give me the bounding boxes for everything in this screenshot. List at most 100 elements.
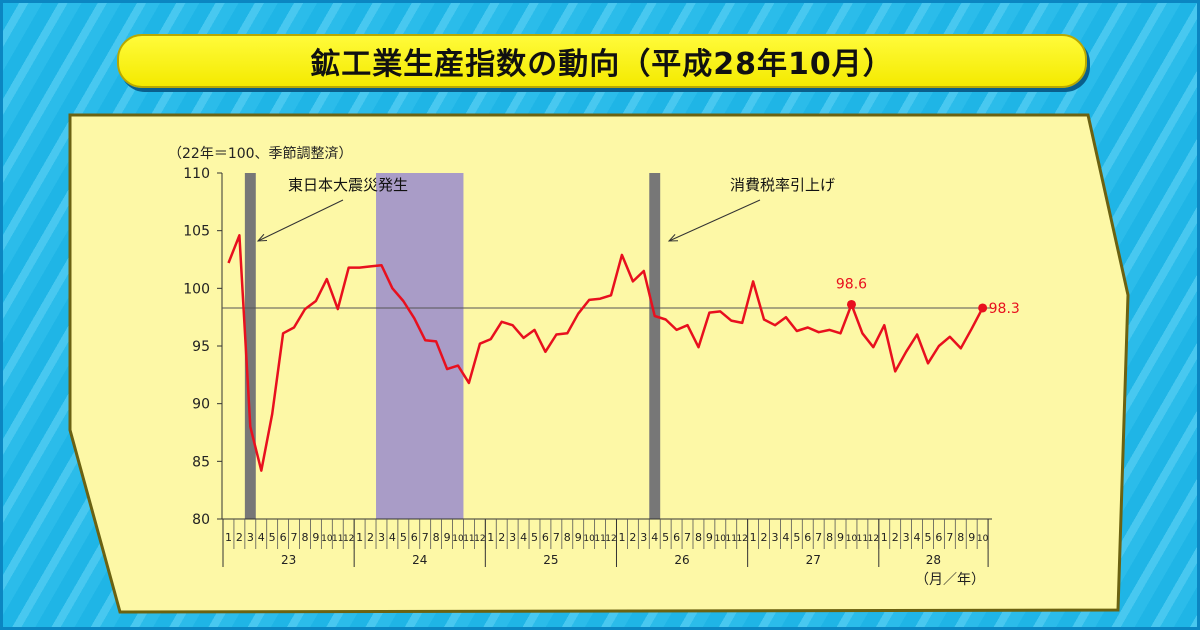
month-label: 5 bbox=[269, 531, 276, 544]
month-label: 10 bbox=[583, 534, 595, 544]
shaded-period-1 bbox=[376, 173, 464, 519]
month-label: 3 bbox=[903, 531, 910, 544]
month-label: 6 bbox=[673, 531, 680, 544]
month-label: 3 bbox=[509, 531, 516, 544]
month-label: 2 bbox=[761, 531, 768, 544]
month-label: 4 bbox=[651, 531, 658, 544]
month-label: 1 bbox=[225, 531, 232, 544]
month-label: 12 bbox=[868, 534, 879, 544]
y-tick-label-110: 110 bbox=[183, 166, 210, 182]
month-label: 11 bbox=[332, 534, 343, 544]
month-label: 2 bbox=[892, 531, 899, 544]
annotation-0: 東日本大震災発生 bbox=[288, 176, 408, 194]
month-label: 12 bbox=[343, 534, 354, 544]
month-label: 4 bbox=[914, 531, 921, 544]
month-label: 5 bbox=[662, 531, 669, 544]
month-label: 9 bbox=[444, 531, 451, 544]
month-label: 7 bbox=[946, 531, 953, 544]
chart-panel bbox=[68, 113, 1130, 614]
month-label: 5 bbox=[400, 531, 407, 544]
month-label: 3 bbox=[247, 531, 254, 544]
month-label: 5 bbox=[793, 531, 800, 544]
shaded-period-0 bbox=[244, 173, 256, 519]
month-label: 12 bbox=[474, 534, 485, 544]
month-label: 9 bbox=[706, 531, 713, 544]
annotation-arrow-0 bbox=[257, 199, 344, 242]
month-label: 5 bbox=[924, 531, 931, 544]
y-tick-label-105: 105 bbox=[183, 224, 210, 240]
year-label-23: 23 bbox=[281, 553, 296, 567]
month-label: 12 bbox=[736, 534, 747, 544]
month-label: 8 bbox=[433, 531, 440, 544]
month-label: 10 bbox=[846, 534, 858, 544]
y-tick-label-85: 85 bbox=[192, 454, 210, 470]
month-label: 1 bbox=[487, 531, 494, 544]
month-label: 4 bbox=[389, 531, 396, 544]
annotation-arrowhead-1 bbox=[667, 234, 679, 242]
month-label: 1 bbox=[618, 531, 625, 544]
month-label: 7 bbox=[684, 531, 691, 544]
month-label: 10 bbox=[977, 534, 989, 544]
title-banner: 鉱工業生産指数の動向（平成28年10月） bbox=[117, 34, 1087, 88]
month-label: 2 bbox=[367, 531, 374, 544]
callout-point-0 bbox=[846, 299, 856, 309]
y-tick-label-90: 90 bbox=[192, 397, 210, 413]
x-unit-label: （月／年） bbox=[915, 572, 985, 588]
month-label: 1 bbox=[750, 531, 757, 544]
month-label: 6 bbox=[280, 531, 287, 544]
month-label: 12 bbox=[605, 534, 616, 544]
month-label: 4 bbox=[258, 531, 265, 544]
month-label: 11 bbox=[726, 534, 737, 544]
month-label: 9 bbox=[575, 531, 582, 544]
annotation-1: 消費税率引上げ bbox=[730, 176, 835, 194]
month-label: 3 bbox=[640, 531, 647, 544]
y-axis-label: （22年＝100、季節調整済） bbox=[168, 145, 353, 162]
month-label: 4 bbox=[782, 531, 789, 544]
month-label: 7 bbox=[553, 531, 560, 544]
month-label: 9 bbox=[312, 531, 319, 544]
data-label-1: 98.3 bbox=[989, 301, 1020, 317]
year-label-27: 27 bbox=[806, 553, 821, 567]
series-line-0 bbox=[227, 234, 984, 472]
month-label: 8 bbox=[564, 531, 571, 544]
callout-point-1 bbox=[978, 303, 988, 313]
month-label: 7 bbox=[291, 531, 298, 544]
year-label-28: 28 bbox=[926, 553, 941, 567]
month-label: 8 bbox=[695, 531, 702, 544]
month-label: 4 bbox=[520, 531, 527, 544]
annotation-arrowhead-0 bbox=[256, 233, 268, 242]
shaded-period-2 bbox=[649, 173, 661, 519]
y-tick-label-95: 95 bbox=[192, 339, 210, 355]
month-label: 2 bbox=[498, 531, 505, 544]
month-label: 1 bbox=[881, 531, 888, 544]
month-label: 5 bbox=[531, 531, 538, 544]
y-tick-label-100: 100 bbox=[183, 281, 210, 297]
data-label-0: 98.6 bbox=[836, 276, 867, 292]
year-label-24: 24 bbox=[412, 553, 427, 567]
month-label: 6 bbox=[804, 531, 811, 544]
page-title: 鉱工業生産指数の動向（平成28年10月） bbox=[310, 47, 894, 82]
month-label: 8 bbox=[826, 531, 833, 544]
month-label: 9 bbox=[837, 531, 844, 544]
month-label: 10 bbox=[452, 534, 464, 544]
month-label: 8 bbox=[957, 531, 964, 544]
month-label: 7 bbox=[815, 531, 822, 544]
y-tick-label-80: 80 bbox=[192, 512, 210, 528]
month-label: 11 bbox=[463, 534, 474, 544]
month-label: 10 bbox=[321, 534, 333, 544]
annotation-arrow-1 bbox=[668, 199, 761, 242]
month-label: 11 bbox=[857, 534, 868, 544]
month-label: 1 bbox=[356, 531, 363, 544]
month-label: 6 bbox=[935, 531, 942, 544]
month-label: 9 bbox=[968, 531, 975, 544]
month-label: 8 bbox=[301, 531, 308, 544]
year-label-25: 25 bbox=[543, 553, 558, 567]
month-label: 3 bbox=[378, 531, 385, 544]
month-label: 7 bbox=[422, 531, 429, 544]
month-label: 2 bbox=[236, 531, 243, 544]
month-label: 11 bbox=[594, 534, 605, 544]
month-label: 6 bbox=[542, 531, 549, 544]
month-label: 10 bbox=[715, 534, 727, 544]
year-label-26: 26 bbox=[674, 553, 689, 567]
